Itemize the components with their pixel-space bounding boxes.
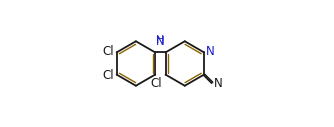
Text: Cl: Cl xyxy=(103,69,114,82)
Text: Cl: Cl xyxy=(103,45,114,58)
Text: N: N xyxy=(205,45,214,58)
Text: Cl: Cl xyxy=(150,77,162,90)
Text: N: N xyxy=(214,77,222,90)
Text: N: N xyxy=(156,35,165,48)
Text: H: H xyxy=(156,35,165,45)
